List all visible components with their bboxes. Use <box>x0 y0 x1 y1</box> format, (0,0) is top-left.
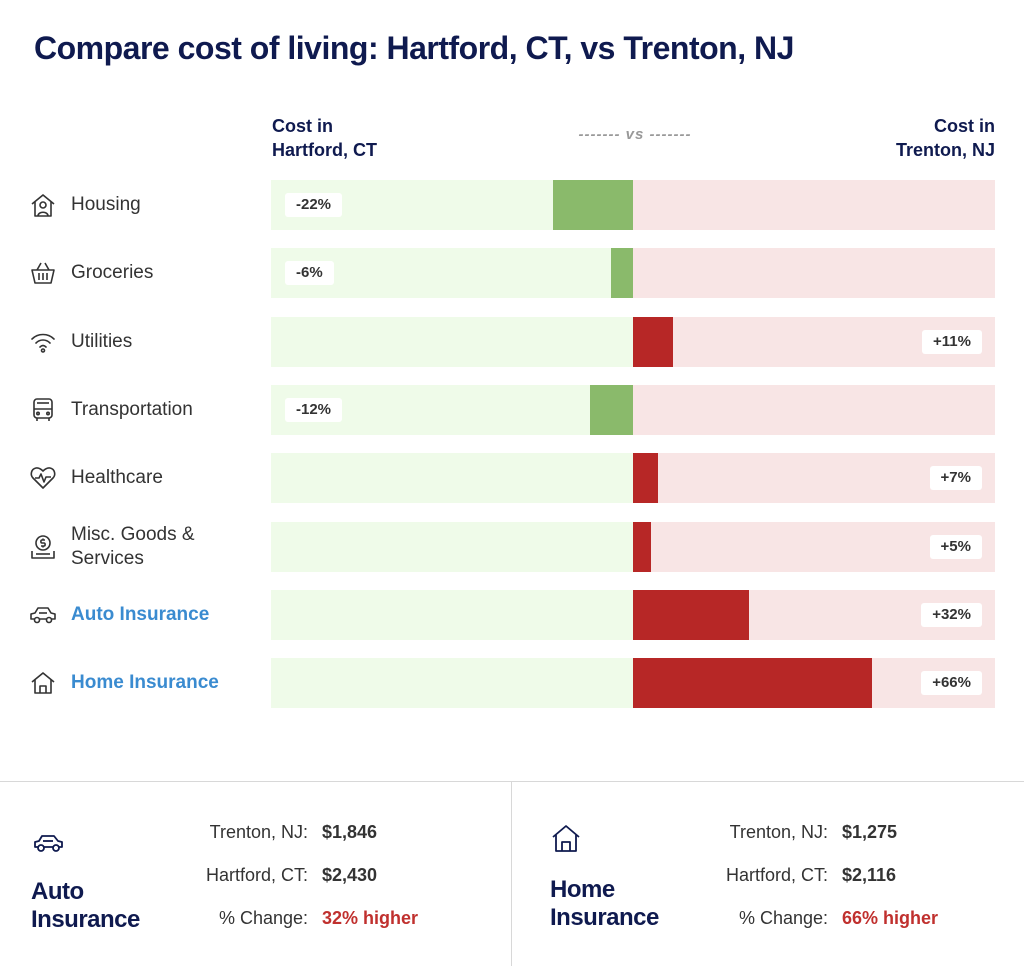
chart-row-auto-insurance: Auto Insurance +32% <box>0 589 1024 640</box>
chart-row-home-insurance: Home Insurance +66% <box>0 658 1024 709</box>
value-label: +32% <box>921 602 982 627</box>
track-lower <box>271 658 633 709</box>
wifi-icon <box>29 328 57 356</box>
label-change: % Change: <box>218 908 308 928</box>
divider <box>511 782 512 966</box>
chart-row-transportation: Transportation -12% <box>0 384 1024 435</box>
category-label: Misc. Goods & Services <box>71 523 195 569</box>
heart-pulse-icon <box>29 464 57 492</box>
card-title-line1: Auto <box>31 878 84 905</box>
house-icon <box>29 669 57 697</box>
value-hartford: $2,116 <box>842 865 897 885</box>
label-change: % Change: <box>738 908 828 928</box>
value-label: -12% <box>285 397 343 422</box>
category-label: Transportation <box>71 398 193 420</box>
category-label: Groceries <box>71 262 154 284</box>
category-label[interactable]: Home Insurance <box>71 672 219 694</box>
bar <box>633 316 673 367</box>
value-label: +66% <box>921 671 982 696</box>
chart-row-groceries: Groceries -6% <box>0 248 1024 299</box>
bar <box>633 453 659 504</box>
chart-row-healthcare: Healthcare +7% <box>0 453 1024 504</box>
card-title-auto-insurance: Auto Insurance <box>31 878 140 934</box>
track-higher <box>633 248 995 299</box>
header-right-line2: Trenton, NJ <box>895 140 995 160</box>
label-trenton: Trenton, NJ: <box>729 822 828 842</box>
category-label: Housing <box>71 194 141 215</box>
column-header-trenton: Cost in Trenton, NJ <box>896 114 995 162</box>
value-hartford: $2,430 <box>322 865 378 885</box>
track-lower <box>271 453 633 504</box>
bar <box>633 589 749 640</box>
track-higher <box>633 180 995 230</box>
header-left-line2: Hartford, CT <box>272 140 377 160</box>
bus-icon <box>29 396 57 424</box>
value-change: 32% higher <box>322 908 419 928</box>
header-left-line1: Cost in <box>272 116 333 136</box>
track-lower <box>271 521 633 572</box>
bar <box>589 384 633 435</box>
category-label: Healthcare <box>71 467 163 489</box>
vs-separator: ------- vs ------- <box>578 126 692 143</box>
card-title-line1: Home <box>550 876 615 903</box>
category-label[interactable]: Auto Insurance <box>71 603 210 625</box>
value-label: -22% <box>285 193 343 217</box>
track-lower <box>271 589 633 640</box>
house-person-icon <box>29 191 57 219</box>
bar <box>633 521 652 572</box>
car-icon <box>29 601 57 629</box>
money-hand-icon <box>29 533 57 561</box>
chart-row-misc-goods-services: Misc. Goods & Services +5% <box>0 521 1024 572</box>
house-icon <box>549 822 583 856</box>
value-label: +5% <box>929 534 982 559</box>
label-hartford: Hartford, CT: <box>725 865 828 885</box>
divider <box>0 781 1024 782</box>
value-trenton: $1,846 <box>322 822 378 842</box>
chart-row-utilities: Utilities +11% <box>0 316 1024 367</box>
bar <box>633 658 872 709</box>
label-hartford: Hartford, CT: <box>205 865 308 885</box>
value-trenton: $1,275 <box>842 822 898 842</box>
card-title-home-insurance: Home Insurance <box>550 876 659 932</box>
basket-icon <box>29 259 57 287</box>
value-label: +7% <box>929 466 982 491</box>
value-label: +11% <box>922 329 982 354</box>
bar <box>611 248 633 299</box>
value-label: -6% <box>285 261 334 286</box>
column-header-hartford: Cost in Hartford, CT <box>272 114 377 162</box>
track-higher <box>633 384 995 435</box>
label-trenton: Trenton, NJ: <box>209 822 308 842</box>
category-label: Utilities <box>71 330 133 352</box>
card-title-line2: Insurance <box>31 906 140 933</box>
header-right-line1: Cost in <box>934 116 995 136</box>
car-icon <box>31 826 65 860</box>
chart-row-housing: Housing -22% <box>0 180 1024 230</box>
value-change: 66% higher <box>842 908 939 928</box>
card-title-line2: Insurance <box>550 904 659 931</box>
track-lower <box>271 316 633 367</box>
page-title: Compare cost of living: Hartford, CT, vs… <box>34 30 794 66</box>
bar <box>553 180 633 230</box>
